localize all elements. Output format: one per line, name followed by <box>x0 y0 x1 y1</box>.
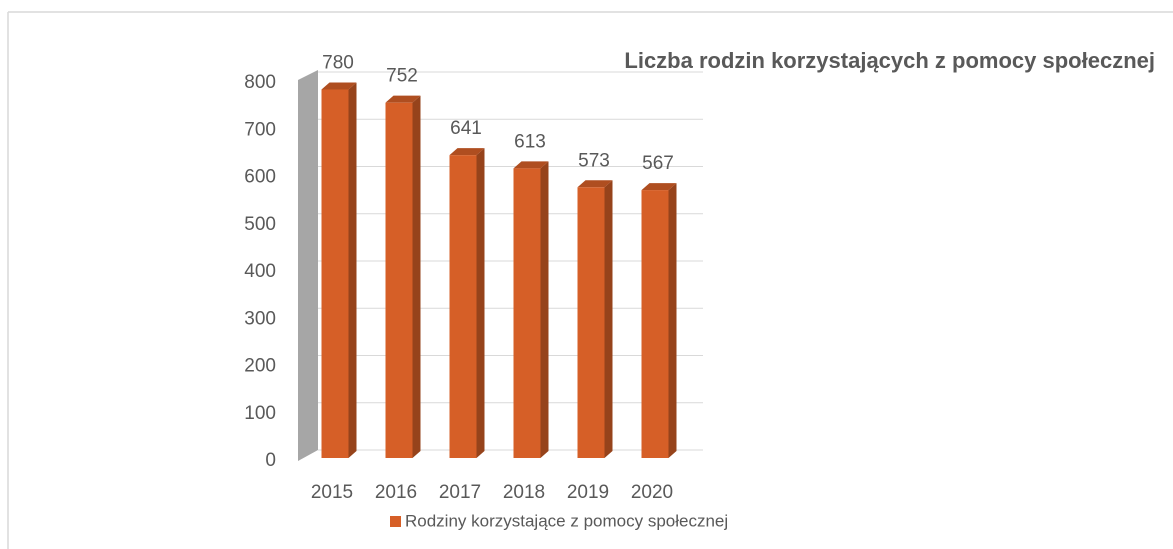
bar-top <box>577 180 613 188</box>
bar <box>449 155 477 458</box>
x-tick-label: 2018 <box>503 482 545 503</box>
legend-swatch <box>390 516 401 527</box>
bar-side <box>412 95 421 459</box>
bar-side <box>668 183 677 458</box>
y-tick-label: 700 <box>244 119 276 140</box>
bar-top <box>385 95 421 103</box>
x-tick-label: 2015 <box>311 482 353 503</box>
data-label: 780 <box>322 52 354 73</box>
x-tick-label: 2017 <box>439 482 481 503</box>
bar-side <box>476 148 485 458</box>
bar-side <box>348 82 357 458</box>
legend-label: Rodziny korzystające z pomocy społecznej <box>405 511 728 530</box>
y-tick-label: 800 <box>244 72 276 93</box>
y-tick-label: 400 <box>244 261 276 282</box>
y-tick-label: 200 <box>244 356 276 377</box>
side-wall <box>298 70 318 461</box>
bar <box>577 187 605 458</box>
chart-title: Liczba rodzin korzystających z pomocy sp… <box>624 48 1155 73</box>
bar-side <box>540 161 549 459</box>
y-tick-label: 100 <box>244 403 276 424</box>
data-label: 613 <box>514 131 546 152</box>
bar-top <box>321 82 357 90</box>
x-tick-label: 2016 <box>375 482 417 503</box>
bar-side <box>604 180 613 458</box>
bar <box>641 190 669 458</box>
bar-top <box>449 148 485 156</box>
y-tick-label: 600 <box>244 167 276 188</box>
bar <box>385 102 413 459</box>
data-label: 641 <box>450 118 482 139</box>
bar-top <box>641 183 677 191</box>
bar-top <box>513 161 549 169</box>
data-label: 573 <box>578 150 610 171</box>
y-tick-label: 500 <box>244 214 276 235</box>
y-tick-label: 0 <box>265 450 276 471</box>
x-tick-label: 2019 <box>567 482 609 503</box>
bar <box>513 168 541 459</box>
data-label: 752 <box>386 66 418 87</box>
x-tick-label: 2020 <box>631 482 673 503</box>
bar <box>321 89 349 458</box>
data-label: 567 <box>642 153 674 174</box>
y-tick-label: 300 <box>244 308 276 329</box>
